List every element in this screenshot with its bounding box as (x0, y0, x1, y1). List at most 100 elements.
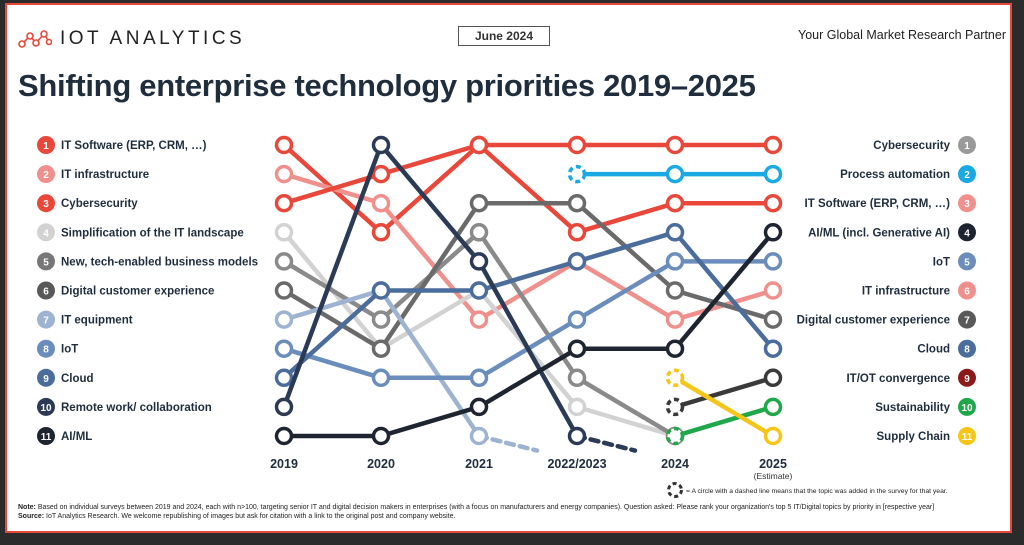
left-label-text: AI/ML (61, 431, 92, 443)
right-label-text: Cybersecurity (873, 140, 950, 152)
tagline: Your Global Market Research Partner (798, 28, 1006, 42)
series-segment (378, 142, 482, 235)
series-segment (672, 288, 776, 322)
right-rank-badge (958, 368, 976, 387)
right-label-text: Supply Chain (877, 431, 950, 443)
right-rank-number: 5 (964, 257, 970, 268)
left-label-digital-customer-experience: 6 Digital customer experience (37, 281, 214, 300)
series-marker (469, 397, 489, 417)
series-segment (378, 142, 482, 264)
series-segment (672, 230, 776, 351)
left-rank-number: 9 (43, 374, 49, 385)
left-rank-badge (37, 310, 55, 329)
left-label-cybersecurity: 3 Cybersecurity (37, 194, 138, 213)
left-rank-number: 10 (40, 403, 52, 414)
left-rank-badge (37, 397, 55, 416)
right-label-text: IoT (933, 256, 950, 268)
footnote: Note: Based on individual surveys betwee… (18, 503, 978, 521)
series-marker (665, 310, 685, 329)
note-text: Based on individual surveys between 2019… (37, 504, 935, 511)
series-segment (281, 288, 384, 351)
series-marker (371, 164, 391, 184)
series-marker (763, 426, 783, 446)
right-rank-badge (958, 339, 976, 358)
series-marker-new (567, 164, 587, 184)
series-marker (371, 339, 391, 358)
right-rank-badge (958, 427, 976, 445)
series-segment (281, 142, 384, 410)
left-rank-number: 5 (43, 257, 49, 268)
series-marker (763, 223, 783, 242)
right-rank-badge (958, 252, 976, 271)
series-marker (469, 223, 489, 242)
right-label-iot: IoT 5 (933, 252, 976, 271)
series-marker (567, 252, 587, 271)
right-rank-number: 11 (962, 432, 973, 443)
logo-text: IOT ANALYTICS (60, 28, 246, 49)
series-marker (763, 252, 783, 271)
series-segment (672, 375, 776, 439)
left-rank-badge (37, 194, 55, 213)
right-label-text: AI/ML (incl. Generative AI) (808, 227, 950, 239)
left-rank-badge (37, 281, 55, 300)
series-supply-chain (665, 368, 783, 446)
series-marker (469, 281, 489, 300)
left-label-text: New, tech-enabled business models (61, 256, 258, 268)
series-marker (763, 135, 783, 155)
right-label-ai-ml-incl-generative-ai: AI/ML (incl. Generative AI) 4 (808, 223, 976, 242)
dashed-circle-legend-text: = A circle with a dashed line means that… (686, 488, 948, 495)
right-rank-number: 6 (964, 287, 970, 298)
series-it-software-erp-crm (274, 135, 783, 242)
page-title: Shifting enterprise technology prioritie… (18, 68, 756, 103)
right-label-text: IT Software (ERP, CRM, …) (805, 198, 951, 210)
series-segment (378, 404, 482, 439)
x-tick-label: 2021 (465, 457, 493, 471)
series-segment (672, 375, 776, 410)
series-marker (567, 426, 587, 446)
date-badge: June 2024 (458, 26, 550, 46)
series-marker (567, 397, 587, 417)
left-label-it-equipment: 7 IT equipment (37, 310, 133, 329)
left-label-text: Simplification of the IT landscape (61, 227, 244, 239)
left-label-it-software-erp-crm: 1 IT Software (ERP, CRM, …) (37, 136, 207, 154)
left-rank-number: 7 (43, 316, 49, 327)
x-tick-label: 2025 (759, 457, 787, 471)
series-segment (476, 230, 580, 381)
series-marker (763, 164, 783, 184)
series-marker (371, 310, 391, 329)
left-rank-badge (37, 223, 55, 242)
series-marker (567, 193, 587, 213)
right-label-text: Digital customer experience (797, 315, 950, 327)
left-label-simplification-of-the-it-landscape: 4 Simplification of the IT landscape (37, 223, 244, 242)
series-marker (274, 339, 294, 358)
series-marker (567, 135, 587, 155)
series-marker (567, 310, 587, 329)
left-label-text: IT equipment (61, 315, 133, 327)
series-marker (665, 164, 685, 184)
series-marker (469, 368, 489, 388)
left-rank-badge (37, 165, 55, 184)
right-rank-number: 2 (964, 170, 970, 181)
x-tick-sublabel: (Estimate) (754, 471, 793, 481)
series-marker-new (665, 397, 685, 417)
series-segment (574, 375, 678, 439)
left-label-text: Cloud (61, 373, 94, 385)
right-rank-number: 9 (964, 374, 970, 385)
series-segment (378, 200, 482, 351)
series-new-tech-enabled-business-models (274, 223, 685, 446)
left-label-cloud: 9 Cloud (37, 368, 94, 387)
left-label-text: Digital customer experience (61, 286, 214, 298)
right-label-supply-chain: Supply Chain 11 (877, 427, 976, 445)
series-marker-new (665, 368, 685, 388)
right-label-cloud: Cloud 8 (917, 339, 976, 358)
series-iot (274, 252, 783, 388)
series-marker (469, 135, 489, 155)
series-marker (371, 426, 391, 446)
right-label-text: Cloud (917, 344, 950, 356)
iot-analytics-logo: IOT ANALYTICS (18, 28, 245, 50)
series-marker (274, 368, 294, 388)
right-label-cybersecurity: Cybersecurity 1 (873, 136, 976, 154)
left-rank-badge (37, 252, 55, 271)
left-label-text: IoT (61, 344, 78, 356)
